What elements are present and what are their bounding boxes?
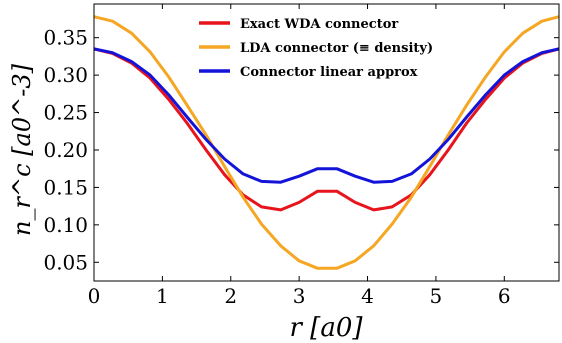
- legend: Exact WDA connector LDA connector (≡ den…: [199, 17, 433, 80]
- y-tick-label: 0.30: [43, 63, 88, 87]
- x-tick-label: 0: [88, 284, 101, 308]
- y-tick-label: 0.15: [43, 175, 88, 199]
- series-lines: [93, 15, 560, 270]
- x-tick-label: 2: [224, 284, 237, 308]
- series-line-0: [93, 47, 560, 212]
- x-tick-label: 6: [498, 284, 511, 308]
- legend-entry: Exact WDA connector: [199, 17, 398, 32]
- y-tick-label: 0.25: [43, 101, 88, 125]
- y-tick-label: 0.05: [43, 250, 88, 274]
- x-tick-label: 5: [430, 284, 443, 308]
- series-line-1: [93, 15, 560, 270]
- x-axis-title: r [a0]: [289, 313, 363, 343]
- legend-entry: LDA connector (≡ density): [199, 41, 433, 56]
- x-tick-label: 3: [293, 284, 306, 308]
- y-axis-title: n_r^c [a0^-3]: [8, 63, 36, 236]
- legend-label: LDA connector (≡ density): [240, 41, 433, 56]
- y-tick-label: 0.10: [43, 213, 88, 237]
- y-tick-label: 0.35: [43, 26, 88, 50]
- x-tick-label: 1: [156, 284, 169, 308]
- legend-label: Exact WDA connector: [240, 17, 398, 32]
- x-tick-label: 4: [361, 284, 374, 308]
- series-line-2: [93, 47, 560, 184]
- plot-frame: [93, 3, 560, 282]
- axis-ticks: 0 1 2 3 4 5 6 0.05 0.10 0.15 0.20 0.25 0.30 0.35: [43, 4, 559, 308]
- legend-entry: Connector linear approx: [199, 65, 418, 80]
- legend-label: Connector linear approx: [240, 65, 418, 80]
- y-tick-label: 0.20: [43, 138, 88, 162]
